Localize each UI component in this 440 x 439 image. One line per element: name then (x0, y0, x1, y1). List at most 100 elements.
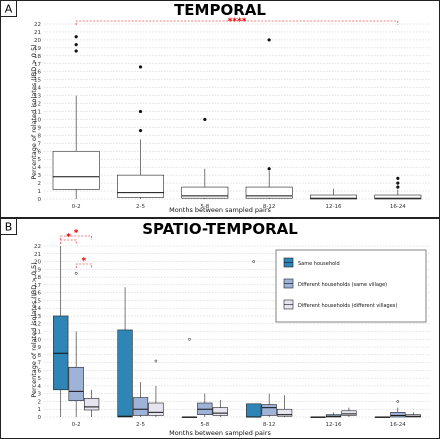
box-iqr (276, 408, 293, 417)
panel-a-label: A (5, 3, 13, 16)
y-tick-label: 7 (38, 361, 42, 367)
box (132, 382, 149, 417)
y-tick-label: 18 (34, 275, 41, 281)
box (148, 359, 164, 417)
box-iqr (245, 186, 293, 199)
outlier-point (252, 260, 256, 263)
y-tick-label: 9 (38, 125, 42, 131)
box-iqr (310, 194, 357, 200)
outlier-point (396, 400, 400, 403)
box-iqr (374, 194, 422, 200)
box (246, 260, 262, 418)
y-tick-label: 2 (38, 399, 42, 405)
x-tick-label: 12-16 (326, 422, 342, 428)
outlier-point (74, 49, 78, 53)
box-iqr (212, 407, 228, 416)
y-tick-label: 1 (38, 189, 42, 195)
box (53, 246, 69, 417)
outlier-point (396, 181, 400, 185)
box (341, 407, 357, 417)
legend-label: Different households (same village) (298, 282, 387, 288)
y-tick-label: 15 (34, 298, 41, 304)
outlier-point (203, 117, 207, 122)
significance-label: * (82, 257, 87, 267)
y-tick-label: 20 (34, 38, 41, 44)
significance-label: **** (228, 17, 247, 27)
panel-b-label: B (5, 221, 13, 234)
outlier-point (74, 35, 78, 39)
y-tick-label: 22 (34, 22, 41, 28)
y-tick-label: 17 (34, 283, 41, 289)
box (310, 188, 357, 200)
panel-a-xlabel: Months between sampled pairs (169, 206, 271, 214)
significance-bracket (60, 235, 92, 240)
x-tick-label: 0-2 (72, 204, 81, 210)
significance-bracket (75, 20, 399, 25)
box (310, 416, 326, 418)
y-tick-label: 13 (34, 94, 41, 100)
y-tick-label: 5 (38, 376, 42, 382)
box (181, 117, 229, 199)
panel-a-title: TEMPORAL (174, 1, 266, 19)
y-tick-label: 2 (38, 181, 42, 187)
y-tick-label: 3 (38, 173, 42, 179)
box-iqr (246, 403, 262, 418)
y-tick-label: 4 (38, 165, 42, 171)
box (325, 412, 342, 418)
box-iqr (117, 329, 133, 418)
y-tick-label: 16 (34, 70, 41, 76)
y-tick-label: 17 (34, 62, 41, 68)
y-tick-label: 19 (34, 46, 41, 52)
panel-a-label-box (0, 0, 17, 17)
y-tick-label: 15 (34, 78, 41, 84)
box-iqr (341, 410, 357, 416)
box (374, 416, 391, 418)
box-iqr (148, 402, 164, 416)
significance-bracket (60, 239, 77, 244)
box-iqr (68, 366, 84, 401)
y-tick-label: 0 (38, 197, 42, 203)
y-tick-label: 20 (34, 260, 41, 266)
box (181, 337, 198, 418)
panel-b-ylabel: Percentage of related isolates (IBD > 0.… (30, 262, 38, 397)
x-tick-label: 16-24 (390, 204, 406, 210)
y-tick-label: 14 (34, 86, 41, 92)
y-tick-label: 10 (34, 117, 41, 123)
panel-b-xlabel: Months between sampled pairs (169, 429, 271, 437)
box (276, 395, 293, 417)
legend-label: Same household (298, 261, 340, 267)
x-tick-label: 12-16 (326, 204, 342, 210)
outlier-point (138, 65, 143, 69)
x-tick-label: 16-24 (390, 422, 406, 428)
box (374, 176, 422, 200)
y-tick-label: 10 (34, 337, 41, 343)
outlier-point (188, 337, 191, 341)
legend-label: Different households (different villages… (298, 303, 397, 309)
panel-b-title: SPATIO-TEMPORAL (142, 220, 298, 238)
box-iqr (117, 174, 164, 198)
box (261, 393, 277, 417)
box (117, 65, 164, 199)
y-tick-label: 6 (38, 368, 42, 374)
y-tick-label: 1 (38, 407, 42, 413)
y-tick-label: 14 (34, 306, 41, 312)
box (68, 271, 84, 417)
x-tick-label: 2-5 (136, 204, 145, 210)
y-tick-label: 11 (34, 110, 41, 116)
y-tick-label: 21 (34, 30, 41, 36)
y-tick-label: 18 (34, 54, 41, 60)
box (83, 389, 100, 417)
panel-b-legend: Same household Different households (same… (275, 249, 427, 323)
box (405, 412, 421, 418)
y-tick-label: 7 (38, 141, 42, 147)
y-tick-label: 6 (38, 149, 42, 155)
outlier-point (138, 109, 143, 114)
significance-label: * (74, 229, 79, 239)
y-tick-label: 0 (38, 415, 42, 421)
y-tick-label: 16 (34, 291, 41, 297)
y-tick-label: 11 (34, 330, 41, 336)
box-iqr (181, 186, 229, 199)
y-tick-label: 9 (38, 345, 42, 351)
